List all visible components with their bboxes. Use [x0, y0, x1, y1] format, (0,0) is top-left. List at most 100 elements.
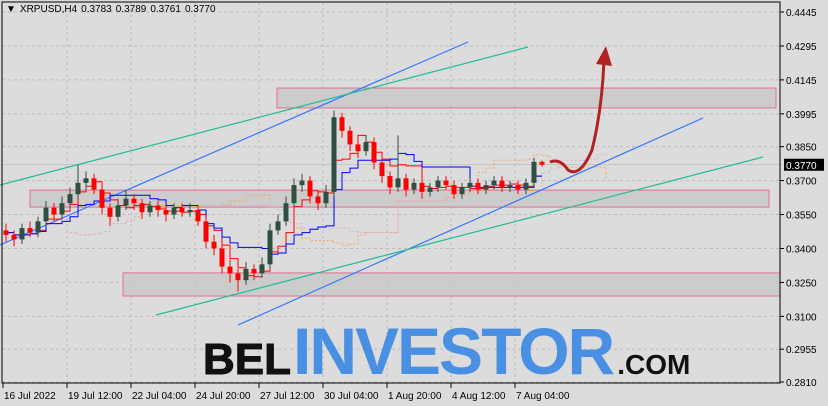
candle-bullish — [291, 185, 297, 204]
candle-bearish — [211, 241, 217, 249]
candle-bearish — [499, 180, 505, 188]
candle-bullish — [507, 185, 513, 188]
y-tick-label: 0.3995 — [786, 110, 817, 121]
y-tick-label: 0.3850 — [786, 143, 817, 154]
candle-bullish — [491, 180, 497, 186]
y-tick-label: 0.4145 — [786, 76, 817, 87]
candle-bullish — [171, 207, 177, 215]
y-tick-label: 0.3250 — [786, 278, 817, 289]
candle-bullish — [395, 178, 401, 188]
candle-bearish — [195, 210, 201, 222]
candle-bearish — [219, 248, 225, 267]
logo-part-investor: INVESTOR — [293, 314, 615, 388]
candle-bullish — [411, 182, 417, 190]
candle-bearish — [139, 203, 145, 213]
logo-part-bel: BEL — [203, 335, 292, 384]
candle-bullish — [75, 182, 81, 195]
x-tick-label: 27 Jul 12:00 — [260, 391, 315, 402]
logo-part-com: .COM — [617, 349, 691, 380]
dropdown-triangle-icon[interactable]: ▼ — [6, 4, 16, 15]
candle-bearish — [347, 130, 353, 145]
candle-bullish — [467, 182, 473, 188]
candle-bullish — [35, 221, 41, 233]
candle-bearish — [131, 198, 137, 204]
high-value: 0.3789 — [115, 4, 147, 15]
candle-bullish — [243, 268, 249, 281]
x-tick-label: 1 Aug 20:00 — [388, 391, 442, 402]
candle-bullish — [363, 142, 369, 152]
candle-bearish — [235, 273, 241, 281]
price-zone — [122, 272, 781, 297]
candle-bullish — [147, 205, 153, 213]
channel-lower-blue — [237, 117, 704, 326]
candle-bearish — [371, 142, 377, 163]
price-axis: 0.4445 0.4295 0.4145 0.3995 0.3850 0.3700 0.35… — [780, 8, 817, 389]
candle-bearish — [451, 185, 457, 195]
candle-bearish — [379, 162, 385, 177]
candle-bullish — [59, 203, 65, 215]
candle-bullish — [331, 117, 337, 192]
y-tick-label: 0.4445 — [786, 8, 817, 19]
open-value: 0.3783 — [81, 4, 112, 15]
candle-bearish — [355, 144, 361, 152]
x-tick-label: 4 Aug 12:00 — [452, 391, 506, 402]
y-tick-label: 0.3100 — [786, 312, 817, 323]
x-tick-label: 24 Jul 20:00 — [196, 391, 251, 402]
y-tick-label: 0.3550 — [786, 211, 817, 222]
candle-bearish — [251, 268, 257, 274]
x-tick-label: 19 Jul 12:00 — [68, 391, 123, 402]
candle-bullish — [259, 264, 265, 274]
candles — [3, 110, 545, 292]
candle-bearish — [99, 189, 105, 208]
x-tick-label: 22 Jul 04:00 — [132, 391, 187, 402]
y-tick-label: 0.2810 — [786, 378, 817, 389]
candle-bullish — [427, 187, 433, 192]
candle-bullish — [115, 205, 121, 217]
x-tick-label: 16 Jul 2022 — [4, 391, 56, 402]
candle-bullish — [523, 182, 529, 190]
candle-bearish — [307, 180, 313, 197]
candle-bearish — [27, 228, 33, 233]
support-resistance-zones — [29, 87, 781, 297]
candle-bearish — [227, 266, 233, 274]
candle-bearish — [419, 182, 425, 192]
y-tick-label: 0.2955 — [786, 345, 817, 356]
last-price-label: 0.3770 — [786, 161, 817, 172]
candle-bearish — [163, 210, 169, 215]
candle-bearish — [203, 221, 209, 242]
candle-bullish — [19, 228, 25, 240]
candle-bearish — [387, 176, 393, 188]
channel-upper-green — [0, 46, 529, 186]
forecast-arrow — [549, 46, 612, 174]
price-zone — [29, 189, 770, 208]
kijun-line — [6, 152, 542, 255]
candle-bullish — [323, 191, 329, 204]
low-value: 0.3761 — [150, 4, 181, 15]
candle-bearish — [11, 234, 17, 240]
candle-bullish — [83, 178, 89, 183]
chart-border — [1, 1, 781, 384]
channel-lower-green — [155, 156, 764, 316]
candle-bearish — [91, 178, 97, 190]
last-price-box — [784, 158, 824, 171]
candle-bullish — [283, 203, 289, 222]
candle-bearish — [3, 230, 9, 235]
y-tick-label: 0.3400 — [786, 244, 817, 255]
candle-bullish — [123, 198, 129, 206]
candle-bearish — [403, 178, 409, 190]
symbol-label: XRPUSD,H4 — [19, 4, 78, 15]
candle-bearish — [443, 180, 449, 186]
candle-bullish — [67, 194, 73, 204]
last-price-marker: 0.3770 — [784, 158, 824, 172]
candle-bearish — [339, 117, 345, 131]
x-tick-label: 7 Aug 04:00 — [516, 391, 570, 402]
candle-bearish — [539, 161, 545, 165]
candle-bearish — [475, 182, 481, 190]
y-tick-label: 0.3700 — [786, 177, 817, 188]
candle-bullish — [43, 207, 49, 222]
candle-bullish — [483, 185, 489, 190]
belinvestor-logo: BEL INVESTOR .COM — [203, 314, 691, 388]
cloud-span-a — [70, 154, 607, 246]
